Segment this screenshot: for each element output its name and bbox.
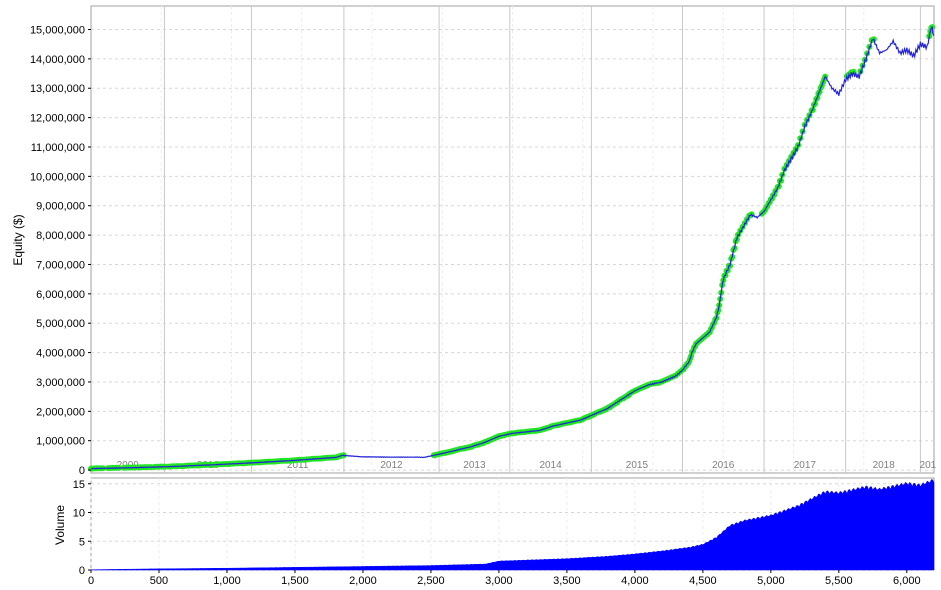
year-label: 201 xyxy=(920,460,937,471)
x-tick-label: 1,500 xyxy=(281,575,309,587)
volume-y-axis: 0 5 10 15 xyxy=(73,479,91,577)
y-tick-label: 9,000,000 xyxy=(36,201,85,213)
x-tick-label: 0 xyxy=(88,575,94,587)
year-label: 2016 xyxy=(712,460,735,471)
equity-plot-frame xyxy=(90,5,935,474)
x-tick-label: 2,000 xyxy=(349,575,377,587)
equity-y-axis: 0 1,000,000 2,000,000 3,000,000 4,000,000 5,0… xyxy=(30,24,91,477)
x-tick-label: 4,500 xyxy=(689,575,717,587)
equity-panel: 2009 2010 2011 2012 2013 2014 2015 2016 2017 2018… xyxy=(11,5,937,477)
year-label: 2013 xyxy=(463,460,486,471)
y-tick-label: 7,000,000 xyxy=(36,259,85,271)
y-tick-label: 12,000,000 xyxy=(30,113,85,125)
x-tick-label: 6,000 xyxy=(893,575,921,587)
y-tick-label: 1,000,000 xyxy=(36,436,85,448)
x-tick-label: 4,000 xyxy=(621,575,649,587)
y-tick-label: 3,000,000 xyxy=(36,377,85,389)
year-label: 2011 xyxy=(287,460,309,471)
y-tick-label: 15,000,000 xyxy=(30,24,85,36)
year-label: 2015 xyxy=(626,460,649,471)
year-label: 2018 xyxy=(873,460,896,471)
y-tick-label: 0 xyxy=(79,565,85,577)
x-tick-label: 1,000 xyxy=(213,575,241,587)
year-label: 2014 xyxy=(539,460,562,471)
y-tick-label: 0 xyxy=(79,465,85,477)
y-tick-label: 10 xyxy=(73,508,85,520)
x-tick-label: 500 xyxy=(150,575,168,587)
year-label: 2017 xyxy=(794,460,817,471)
equity-line xyxy=(90,25,935,470)
y-tick-label: 4,000,000 xyxy=(36,348,85,360)
volume-axis-label: Volume xyxy=(53,505,67,545)
y-tick-label: 2,000,000 xyxy=(36,406,85,418)
x-tick-label: 5,500 xyxy=(825,575,853,587)
y-tick-label: 13,000,000 xyxy=(30,83,85,95)
volume-series xyxy=(90,479,935,571)
x-tick-label: 3,500 xyxy=(553,575,581,587)
x-tick-label: 3,000 xyxy=(485,575,513,587)
y-tick-label: 11,000,000 xyxy=(31,142,85,154)
y-tick-label: 8,000,000 xyxy=(36,230,85,242)
x-axis: 0 500 1,000 1,500 2,000 2,500 3,000 3,500 4,000 4… xyxy=(88,570,921,587)
equity-axis-label: Equity ($) xyxy=(11,214,25,265)
x-tick-label: 5,000 xyxy=(757,575,785,587)
y-tick-label: 14,000,000 xyxy=(30,54,85,66)
volume-area xyxy=(90,479,935,571)
y-tick-label: 6,000,000 xyxy=(36,289,85,301)
y-tick-label: 5 xyxy=(79,536,85,548)
x-tick-label: 2,500 xyxy=(417,575,445,587)
volume-panel: 0 5 10 15 0 500 1,000 1,500 2,000 2,500 3,000 3,50… xyxy=(53,477,935,587)
equity-grid xyxy=(90,5,935,474)
equity-series xyxy=(88,24,936,472)
year-label: 2012 xyxy=(380,460,403,471)
y-tick-label: 15 xyxy=(73,479,85,491)
y-tick-label: 10,000,000 xyxy=(30,171,85,183)
y-tick-label: 5,000,000 xyxy=(36,318,85,330)
